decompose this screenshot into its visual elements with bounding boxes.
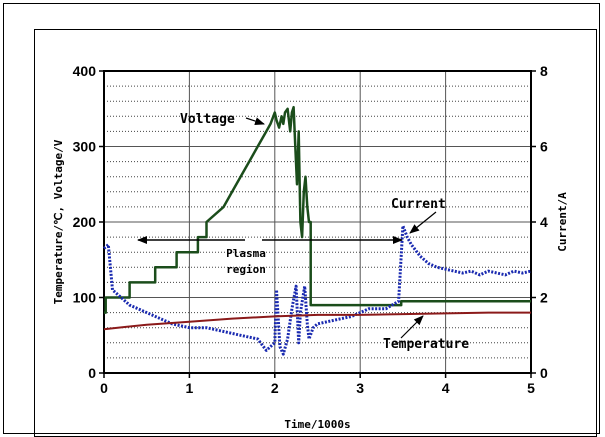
series-current — [103, 224, 532, 356]
x-tick-label: 1 — [186, 380, 194, 396]
y-axis-left-label: Temperature/℃, Voltage/V — [52, 139, 65, 304]
voltage-arrow — [245, 117, 265, 125]
annotation-arrows — [137, 117, 437, 339]
current-arrow — [409, 211, 437, 234]
y-right-tick-label: 8 — [540, 63, 548, 79]
y-axis-right-label: Current/A — [556, 192, 569, 252]
temperature-annotation: Temperature — [383, 337, 469, 352]
plasma-annotation: Plasma — [226, 247, 266, 260]
y-right-tick-label: 6 — [540, 139, 548, 155]
x-axis-label: Time/1000s — [284, 418, 350, 431]
series-group — [103, 105, 532, 356]
series-temperature — [103, 311, 531, 331]
y-right-tick-label: 4 — [540, 214, 548, 230]
outer-frame — [3, 3, 600, 434]
y-left-tick-label: 0 — [88, 365, 96, 381]
x-tick-label: 0 — [100, 380, 108, 396]
y-left-tick-label: 300 — [73, 139, 97, 155]
x-tick-label: 2 — [271, 380, 279, 396]
current-annotation: Current — [391, 197, 446, 212]
region-annotation: region — [226, 263, 266, 276]
y-left-tick-label: 100 — [73, 290, 97, 306]
x-tick-label: 4 — [442, 380, 450, 396]
series-voltage — [104, 105, 531, 314]
y-left-tick-label: 200 — [73, 214, 97, 230]
x-tick-label: 5 — [527, 380, 535, 396]
y-left-tick-label: 400 — [73, 63, 97, 79]
y-right-tick-label: 2 — [540, 290, 548, 306]
x-tick-label: 3 — [356, 380, 364, 396]
voltage-annotation: Voltage — [180, 112, 235, 127]
grid-lines — [104, 71, 531, 373]
y-right-tick-label: 0 — [540, 365, 548, 381]
temperature-arrow — [400, 315, 424, 339]
